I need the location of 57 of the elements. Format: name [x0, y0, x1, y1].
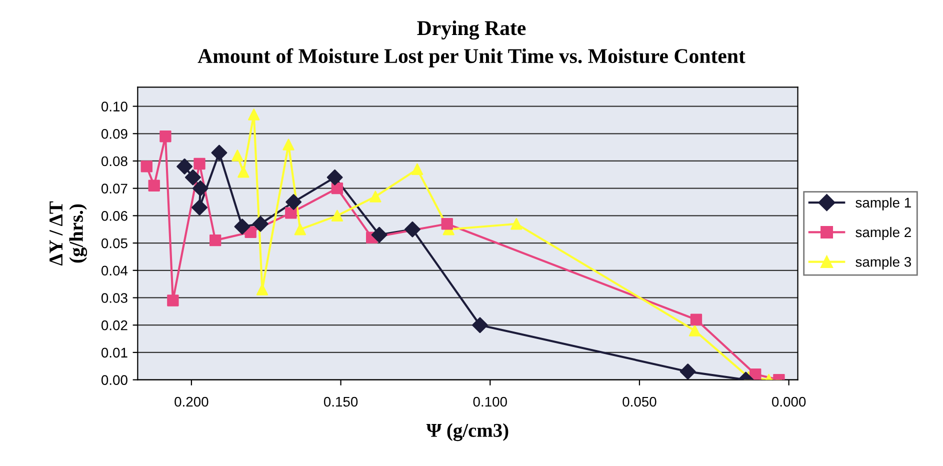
point: [472, 317, 488, 334]
point: [690, 314, 702, 326]
y-tick-label: 0.07: [101, 184, 128, 194]
y-axis-title: ΔY / ΔT (g/hrs.): [50, 201, 88, 266]
point: [294, 224, 306, 236]
point: [232, 150, 244, 162]
x-axis-title: Ψ (g/cm3): [426, 423, 508, 442]
point: [238, 166, 250, 178]
point: [326, 169, 343, 186]
point: [285, 207, 297, 219]
y-tick-label: 0.08: [101, 156, 128, 166]
point: [404, 221, 420, 238]
y-tick-label: 0.02: [101, 320, 128, 330]
point: [140, 160, 152, 172]
y-tick-label: 0.06: [101, 211, 128, 221]
x-tick-label: 0.100: [473, 396, 507, 407]
point: [441, 218, 453, 230]
y-tick-label: 0.03: [101, 293, 128, 303]
point: [209, 234, 222, 246]
x-tick-label: 0.150: [324, 396, 358, 407]
point: [160, 130, 172, 142]
point: [167, 294, 179, 306]
point: [286, 194, 302, 210]
point: [248, 108, 260, 120]
legend-label: sample 1: [856, 197, 911, 210]
x-tick-label: 0.050: [622, 396, 656, 407]
point: [371, 226, 388, 243]
y-tick-label: 0.05: [101, 238, 128, 248]
x-tick-label: 0.000: [772, 396, 806, 407]
point: [688, 324, 701, 336]
chart-subtitle: Amount of Moisture Lost per Unit Time vs. Moisture Content: [198, 48, 746, 68]
point: [148, 180, 160, 192]
point: [510, 218, 522, 230]
point: [680, 364, 696, 380]
y-tick-label: 0.00: [101, 375, 128, 385]
point: [192, 180, 208, 196]
point: [411, 163, 424, 176]
point: [252, 216, 268, 232]
x-tick-label: 0.200: [174, 396, 208, 407]
y-tick-label: 0.04: [101, 266, 128, 276]
point: [331, 182, 344, 194]
point: [331, 210, 344, 222]
point: [750, 368, 762, 380]
chart-title: Drying Rate: [417, 20, 526, 40]
point: [370, 190, 382, 202]
y-tick-label: 0.10: [101, 102, 128, 112]
y-tick-label: 0.01: [101, 348, 128, 358]
legend-label: sample 2: [856, 226, 911, 240]
point: [176, 158, 193, 174]
point: [234, 218, 250, 235]
point: [194, 158, 206, 170]
y-tick-label: 0.09: [101, 128, 128, 139]
legend-label: sample 3: [856, 256, 911, 270]
point: [211, 144, 228, 161]
point: [192, 200, 208, 216]
point: [184, 169, 201, 186]
point: [282, 138, 294, 150]
